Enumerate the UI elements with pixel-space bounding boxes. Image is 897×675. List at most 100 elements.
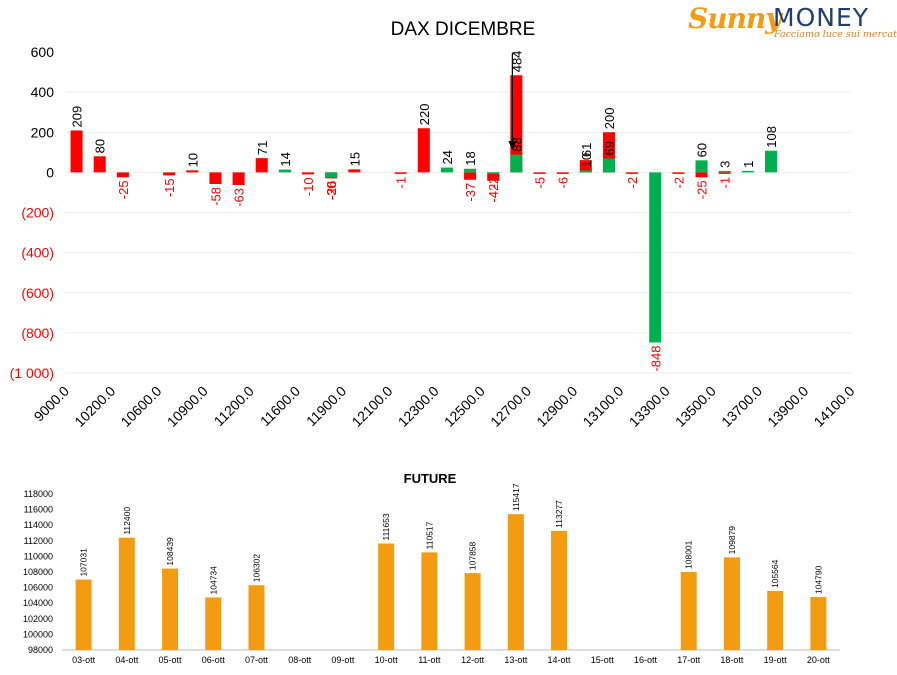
red-bar xyxy=(464,172,477,180)
logo-money-text: MONEY xyxy=(773,3,870,32)
y-tick-label: 400 xyxy=(31,84,55,100)
y-tick-label: 102000 xyxy=(23,614,53,624)
green-bar xyxy=(695,160,708,173)
data-label: -5 xyxy=(533,177,548,189)
x-tick-label: 16-ott xyxy=(634,655,658,665)
x-tick-label: 12500.0 xyxy=(441,383,488,430)
y-tick-label: 104000 xyxy=(23,598,53,608)
data-label: 14 xyxy=(278,152,293,166)
x-tick-label: 19-ott xyxy=(764,655,788,665)
future-bar xyxy=(767,591,784,650)
green-bar xyxy=(464,168,477,173)
x-tick-label: 06-ott xyxy=(202,655,226,665)
green-bar xyxy=(764,150,778,173)
y-tick-label: 200 xyxy=(31,124,55,140)
future-bar xyxy=(551,530,568,650)
data-label: 484 xyxy=(509,51,524,73)
data-label: 107031 xyxy=(79,548,89,577)
x-tick-label: 20-ott xyxy=(807,655,831,665)
x-tick-label: 13-ott xyxy=(504,655,528,665)
data-label: 104790 xyxy=(813,565,823,594)
data-label: -42 xyxy=(486,184,501,203)
data-label: 108 xyxy=(764,126,779,148)
data-label: 111653 xyxy=(381,513,391,540)
red-bar xyxy=(533,172,546,174)
future-bar xyxy=(75,579,92,650)
y-tick-label: 118000 xyxy=(24,489,53,499)
data-label: 24 xyxy=(440,150,455,164)
x-tick-label: 05-ott xyxy=(159,655,183,665)
data-label: 10 xyxy=(185,153,200,167)
data-label: -2 xyxy=(625,177,640,189)
chart-title: FUTURE xyxy=(404,471,457,486)
data-label: -1 xyxy=(394,177,409,189)
y-tick-label: 114000 xyxy=(24,520,53,530)
future-bar xyxy=(464,573,481,650)
x-tick-label: 10-ott xyxy=(375,655,399,665)
x-tick-label: 11900.0 xyxy=(303,383,350,430)
y-tick-label: 98000 xyxy=(28,645,53,655)
future-bar xyxy=(378,543,395,650)
data-label: 110517 xyxy=(424,521,434,549)
x-tick-label: 10900.0 xyxy=(164,383,211,430)
green-bar xyxy=(487,172,500,174)
x-tick-label: 14-ott xyxy=(548,655,572,665)
green-bar xyxy=(649,172,662,343)
data-label: -25 xyxy=(116,180,131,199)
y-tick-label: 600 xyxy=(31,44,55,60)
red-bar xyxy=(487,172,500,181)
data-label: 209 xyxy=(70,106,85,128)
x-tick-label: 13100.0 xyxy=(579,383,626,430)
red-bar xyxy=(579,160,592,173)
x-tick-label: 13300.0 xyxy=(626,383,673,430)
red-bar xyxy=(394,172,407,174)
data-label: -15 xyxy=(162,178,177,197)
data-label: 108439 xyxy=(165,537,175,566)
data-label: 80 xyxy=(93,139,108,153)
data-label: 200 xyxy=(602,108,617,130)
data-label: -63 xyxy=(232,188,247,207)
x-tick-label: 10600.0 xyxy=(117,383,164,430)
data-label: 1 xyxy=(741,161,756,168)
future-bar xyxy=(507,514,524,650)
data-label: 220 xyxy=(417,104,432,126)
sunny-money-logo: Sunny MONEY Facciamo luce sui mercati xyxy=(688,2,897,42)
y-tick-label: 100000 xyxy=(23,629,53,639)
future-bar xyxy=(118,537,135,650)
future-bar xyxy=(810,597,827,650)
green-bar xyxy=(278,169,291,173)
logo-sunny-text: Sunny xyxy=(688,2,782,35)
x-tick-label: 12700.0 xyxy=(487,383,534,430)
logo-tagline: Facciamo luce sui mercati xyxy=(774,29,897,40)
x-tick-label: 08-ott xyxy=(288,655,312,665)
data-label: 10 xyxy=(579,153,594,167)
red-bar xyxy=(556,172,569,174)
y-tick-label: 106000 xyxy=(23,583,53,593)
future-bar xyxy=(680,571,697,650)
data-label: 106302 xyxy=(252,554,262,583)
data-label: 109879 xyxy=(727,526,737,555)
red-bar xyxy=(417,128,430,173)
x-tick-label: 14100.0 xyxy=(810,383,857,430)
data-label: 113277 xyxy=(554,500,564,528)
future-chart: FUTURE 118000 116000 114000 112000 110000 1080… xyxy=(23,471,840,665)
data-label: 107858 xyxy=(468,541,478,570)
green-bar xyxy=(602,158,615,173)
green-bar xyxy=(440,167,453,173)
data-label: -25 xyxy=(695,180,710,199)
data-label: -37 xyxy=(463,183,478,202)
data-label: 61 xyxy=(579,143,594,157)
y-tick-label: (600) xyxy=(21,285,54,301)
x-tick-label: 12100.0 xyxy=(348,383,395,430)
red-bar xyxy=(626,172,639,174)
chart-title: DAX DICEMBRE xyxy=(391,19,536,40)
x-tick-label: 17-ott xyxy=(677,655,701,665)
future-bar xyxy=(205,597,222,650)
red-bar xyxy=(116,172,129,178)
y-tick-label: 108000 xyxy=(23,567,53,577)
y-tick-label: 0 xyxy=(46,164,54,180)
green-bar xyxy=(325,172,338,178)
red-bar xyxy=(163,172,176,176)
red-bar xyxy=(302,172,315,175)
red-bar xyxy=(70,130,83,173)
